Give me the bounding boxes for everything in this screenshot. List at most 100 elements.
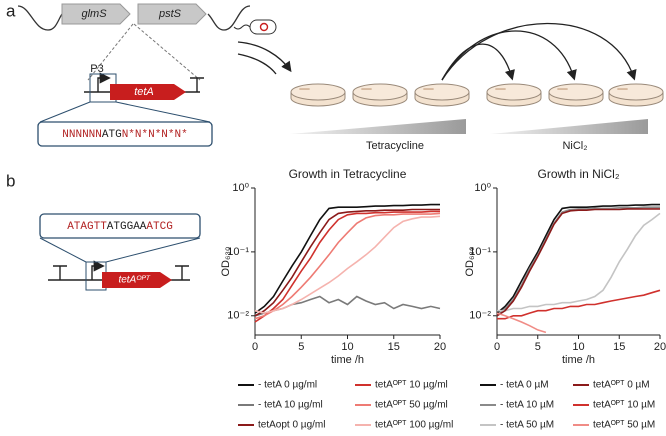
y-axis-label: OD₆₃₀ [220, 247, 232, 277]
gene-label: glmS [81, 8, 107, 20]
x-tick-label: 5 [535, 341, 541, 353]
legend-label: tetAᴼᴾᵀ 10 µg/ml [375, 380, 448, 391]
x-tick-label: 10 [572, 341, 584, 353]
sequence-part: N*N*N*N*N* [122, 129, 188, 141]
plate-top [414, 83, 470, 101]
promoter-arrow [97, 72, 111, 92]
gradient-wedge [490, 119, 648, 134]
arrow [441, 30, 577, 81]
y-tick-label: 10⁻¹ [469, 246, 491, 258]
colony [432, 88, 434, 90]
plate-top [352, 83, 408, 101]
plate-top [290, 83, 346, 101]
zoom-line [39, 101, 91, 123]
gene-label: tetAᴼᴾᵀ [118, 275, 150, 286]
x-tick-label: 5 [298, 341, 304, 353]
plates [290, 83, 664, 107]
gene-label: tetA [134, 86, 154, 98]
x-tick-label: 20 [434, 341, 446, 353]
arrow [441, 43, 515, 81]
sequence-part: ATGGAA [107, 221, 147, 233]
sequence-box [37, 121, 213, 147]
plate-top [608, 83, 664, 101]
series-line [497, 289, 661, 320]
series-line [254, 210, 440, 323]
x-axis-label: time /h [331, 354, 364, 366]
x-tick-label: 0 [252, 341, 258, 353]
panel-label: b [6, 171, 15, 190]
x-tick-label: 15 [613, 341, 625, 353]
x-axis-label: time /h [562, 354, 595, 366]
x-tick-label: 15 [388, 341, 400, 353]
gradient-wedge [290, 119, 466, 134]
legend-label: tetAᴼᴾᵀ 10 µM [593, 400, 655, 411]
y-tick-label: 10⁰ [474, 182, 491, 194]
legend-label: - tetA 10 µM [500, 400, 554, 411]
series-line [254, 203, 440, 314]
gradient-label: Tetracycline [366, 140, 424, 152]
chart-title: Growth in NiCl₂ [537, 167, 619, 181]
gene-arrow [61, 3, 131, 25]
series-line [254, 215, 441, 314]
series-line [254, 212, 441, 320]
cell-icon [233, 19, 277, 35]
y-tick-label: 10⁻² [227, 310, 249, 322]
arrow [441, 22, 637, 81]
gene-arrow [110, 84, 186, 100]
legend-label: tetAᴼᴾᵀ 100 µg/ml [375, 420, 453, 431]
gene-arrow [102, 272, 172, 288]
chromosome [207, 5, 251, 31]
plate-top [548, 83, 604, 101]
sequence-part: ATAGTT [67, 221, 107, 233]
terminator [190, 77, 204, 92]
insertion-line [87, 23, 134, 81]
sequence-box [39, 213, 201, 239]
sequence-part: ATG [102, 129, 122, 141]
chart-title: Growth in Tetracycline [289, 167, 407, 181]
y-tick-label: 10⁰ [232, 182, 249, 194]
legend-label: - tetA 0 µM [500, 380, 549, 391]
terminator [175, 265, 189, 280]
gene-arrow [137, 3, 207, 25]
series-line [254, 208, 440, 317]
colony [370, 88, 372, 90]
gene-label: pstS [158, 8, 182, 20]
colony [626, 88, 628, 90]
terminator [53, 265, 67, 280]
colony [566, 88, 568, 90]
series-line [496, 203, 660, 314]
legend-label: tetAᴼᴾᵀ 50 µg/ml [375, 400, 448, 411]
zoom-line [105, 237, 201, 263]
sequence: NNNNNNATGN*N*N*N*N* [62, 129, 187, 141]
insertion-line [133, 23, 201, 81]
zoom-line [115, 101, 211, 123]
series-line [497, 212, 661, 312]
zoom-line [39, 237, 87, 263]
x-tick-label: 10 [341, 341, 353, 353]
promoter-label: P3 [90, 63, 103, 75]
series-line [496, 206, 660, 317]
plate-top [486, 83, 542, 101]
arrow [237, 41, 292, 73]
legend-label: tetAᴼᴾᵀ 0 µM [593, 380, 650, 391]
y-axis-label: OD₆₃₀ [464, 247, 476, 277]
series-line [496, 312, 547, 334]
legend-label: tetAopt 0 µg/ml [258, 420, 325, 431]
legend-label: tetAᴼᴾᵀ 50 µM [593, 420, 655, 431]
promoter-arrow [91, 260, 105, 280]
y-tick-label: 10⁻¹ [227, 246, 249, 258]
sequence: ATAGTTATGGAAATCG [67, 221, 173, 233]
legend-label: - tetA 50 µM [500, 420, 554, 431]
legend-label: - tetA 10 µg/ml [258, 400, 323, 411]
legend-label: - tetA 0 µg/ml [258, 380, 317, 391]
series-line [496, 208, 660, 317]
y-tick-label: 10⁻² [469, 310, 491, 322]
sequence-part: NNNNNN [62, 129, 102, 141]
chromosome [17, 5, 63, 31]
gradient-label: NiCl₂ [562, 140, 587, 152]
arrow [237, 53, 277, 75]
colony [504, 88, 506, 90]
x-tick-label: 20 [654, 341, 666, 353]
panel-label: a [6, 1, 16, 20]
